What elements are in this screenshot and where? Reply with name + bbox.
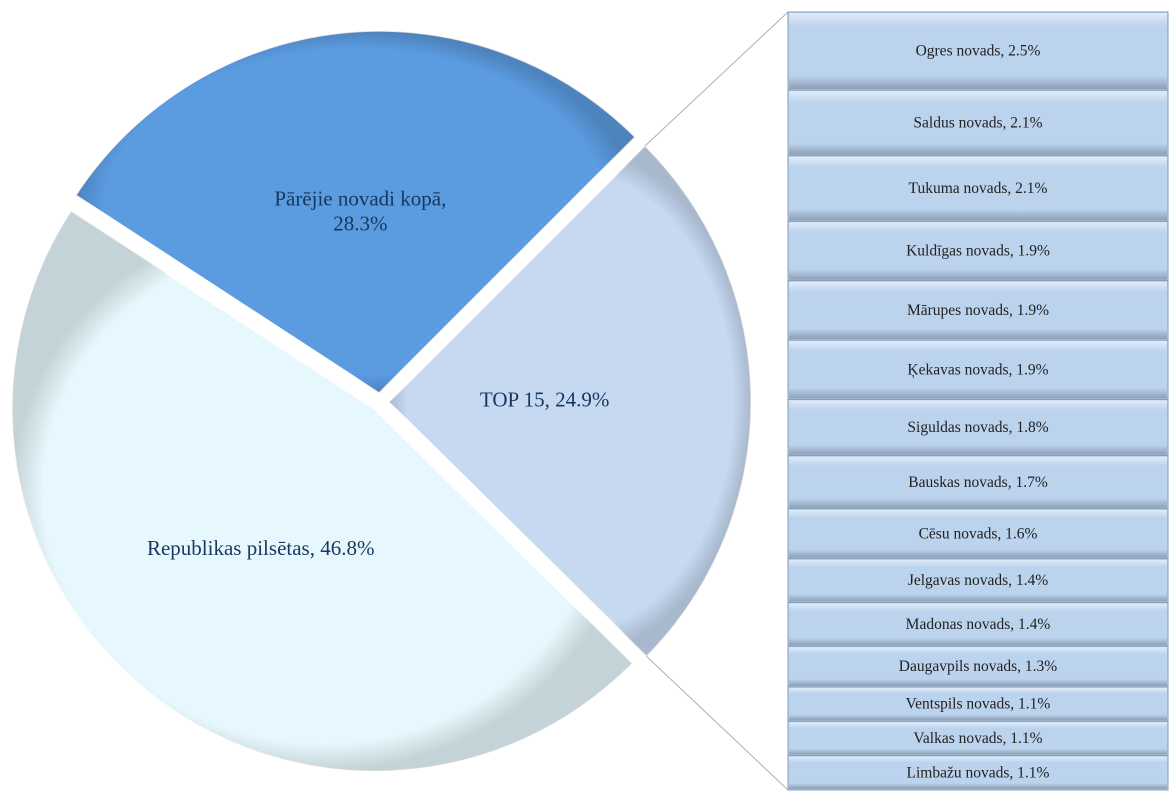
connector	[644, 11, 789, 147]
bar-label: Saldus novads, 2.1%	[913, 114, 1042, 131]
bar-label: Tukuma novads, 2.1%	[909, 180, 1048, 197]
bar-label: Cēsu novads, 1.6%	[919, 525, 1038, 542]
bar-label: Siguldas novads, 1.8%	[907, 419, 1048, 436]
bar-label: Bauskas novads, 1.7%	[908, 474, 1048, 491]
slice-label: Republikas pilsētas, 46.8%	[147, 536, 374, 560]
bar-label: Daugavpils novads, 1.3%	[899, 658, 1058, 675]
bar-label: Ogres novads, 2.5%	[916, 43, 1041, 60]
bar-label: Kuldīgas novads, 1.9%	[906, 243, 1050, 260]
bar-label: Mārupes novads, 1.9%	[907, 302, 1049, 319]
bar-label: Jelgavas novads, 1.4%	[908, 572, 1048, 589]
bar-label: Madonas novads, 1.4%	[906, 616, 1051, 633]
bar-label: Valkas novads, 1.1%	[913, 730, 1042, 747]
slice-label: Pārējie novadi kopā, 28.3%	[274, 186, 446, 235]
connector	[646, 655, 789, 791]
bar-label: Limbažu novads, 1.1%	[907, 764, 1050, 781]
bar-label: Ventspils novads, 1.1%	[906, 696, 1051, 713]
bar-label: Ķekavas novads, 1.9%	[907, 361, 1048, 378]
slice-label: TOP 15, 24.9%	[480, 387, 610, 411]
